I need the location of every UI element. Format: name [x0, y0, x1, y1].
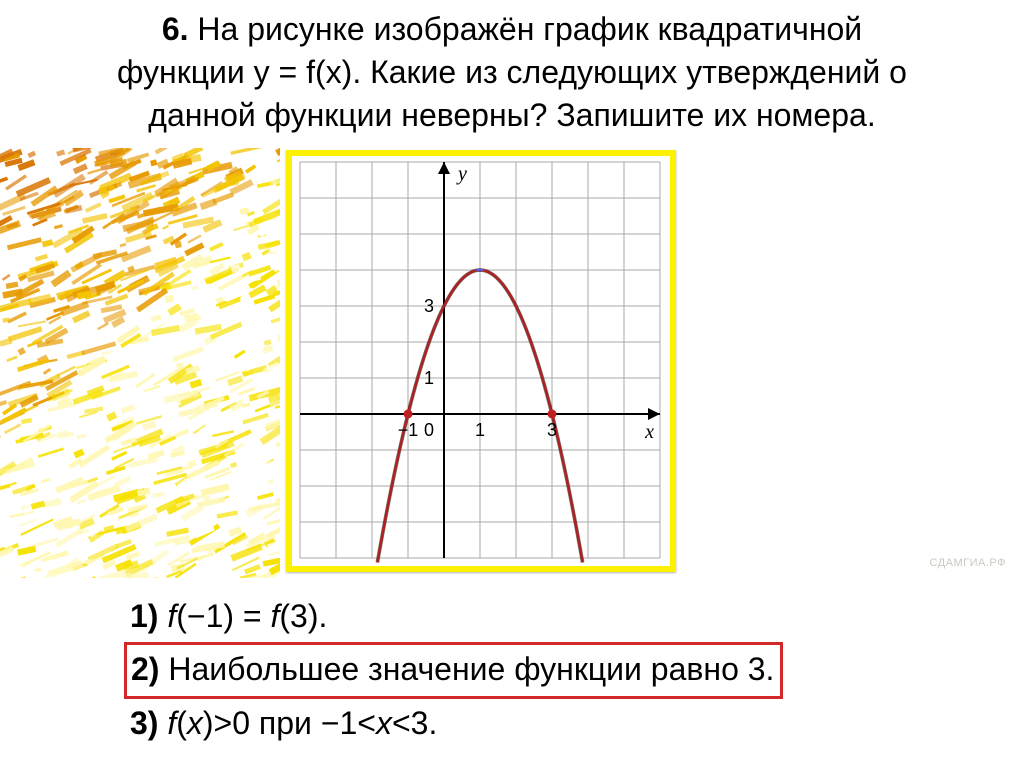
svg-text:3: 3: [424, 296, 434, 316]
svg-text:1: 1: [475, 420, 485, 440]
svg-text:−1: −1: [398, 420, 419, 440]
svg-text:1: 1: [424, 368, 434, 388]
highlighted-answer: 2) Наибольшее значение функции равно 3.: [124, 642, 783, 700]
background-texture: [0, 148, 280, 578]
question-line1: На рисунке изображён график квадратичной: [197, 11, 862, 47]
answer-option-1: 1) f(−1) = f(3).: [130, 592, 783, 642]
svg-text:3: 3: [547, 420, 557, 440]
answer-list: 1) f(−1) = f(3). 2) Наибольшее значение …: [130, 592, 783, 749]
question-text: 6. На рисунке изображён график квадратич…: [0, 0, 1024, 142]
question-number: 6.: [162, 11, 189, 47]
question-line3: данной функции неверны? Запишите их номе…: [148, 97, 875, 133]
answer-option-2: 2) Наибольшее значение функции равно 3.: [130, 642, 783, 700]
watermark: СДАМГИА.РФ: [930, 557, 1006, 569]
svg-text:y: y: [456, 163, 467, 185]
answer-option-3: 3) f(x)>0 при −1<x<3.: [130, 699, 783, 749]
svg-text:x: x: [644, 421, 654, 443]
graph-frame: −10 1 3 1 3 y x: [286, 150, 676, 572]
graph-svg: −10 1 3 1 3 y x: [292, 156, 670, 566]
svg-text:0: 0: [424, 420, 434, 440]
question-line2: функции y = f(x). Какие из следующих утв…: [117, 54, 907, 90]
